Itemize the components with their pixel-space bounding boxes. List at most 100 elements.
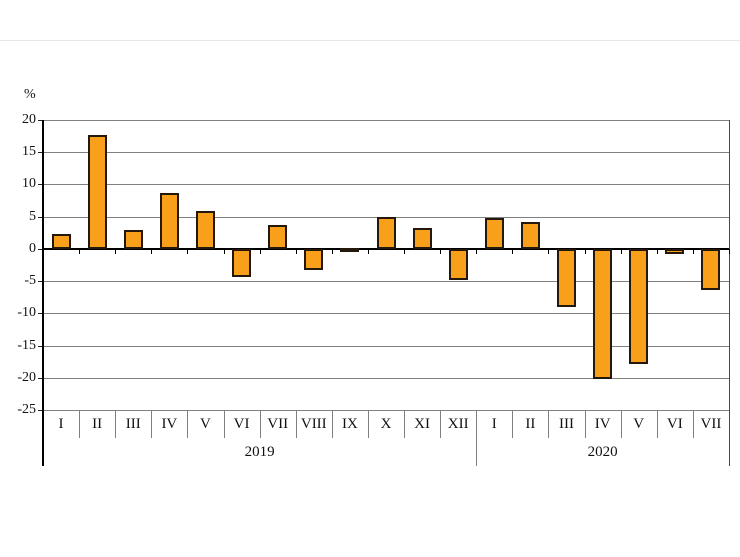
x-tick-label-2020-IV: IV [594,416,611,432]
bar-2019-I [51,234,71,249]
zero-axis-tick [476,248,478,254]
bar-2019-X [376,217,396,249]
gridline-10 [43,184,729,186]
month-divider [620,410,622,438]
bar-2020-VII [701,248,721,291]
x-tick-label-2020-VI: VI [666,416,683,432]
month-divider [151,410,153,438]
x-tick-label-2019-II: II [92,416,103,432]
bar-2019-II [87,134,107,249]
x-tick-label-2019-X: X [380,416,392,432]
zero-axis-tick [187,248,189,254]
bar-2019-V [195,210,215,249]
y-tick-15 [38,152,43,154]
gridline-20 [43,120,729,121]
zero-line [43,247,729,250]
y-tick-label--5: -5 [24,273,36,289]
y-tick-label--15: -15 [17,337,36,353]
x-tick-label-2019-XII: XII [447,416,469,432]
month-divider [548,410,550,438]
gridline--20 [43,377,729,379]
x-tick-label-2019-IV: IV [161,416,178,432]
chart-top-border [0,40,740,41]
zero-axis-tick [79,248,81,254]
y-tick--25 [38,410,43,411]
month-divider [584,410,586,438]
y-tick-10 [38,184,43,186]
zero-axis-tick [295,248,297,254]
bar-2019-VIII [304,248,324,271]
gridline-15 [43,152,729,154]
y-axis-line [42,120,44,466]
y-tick-label-15: 15 [22,144,36,160]
zero-axis-tick [367,248,369,254]
bar-2019-VI [232,248,252,277]
month-divider [367,410,369,438]
month-divider [79,410,81,438]
y-tick--20 [38,377,43,379]
gridline-5 [43,216,729,218]
x-tick-label-2020-V: V [633,416,645,432]
bar-2020-V [629,248,649,364]
y-tick-label-5: 5 [29,208,36,224]
bar-2019-IX [340,248,360,253]
gridline--25 [43,410,729,411]
zero-axis-tick [115,248,117,254]
x-tick-label-2020-III: III [559,416,575,432]
y-tick-label--10: -10 [17,305,36,321]
zero-axis-tick [259,248,261,254]
month-divider [512,410,514,438]
plot-right-border [729,120,730,466]
y-axis-unit-label: % [24,87,36,102]
month-divider [440,410,442,438]
zero-axis-tick [151,248,153,254]
zero-axis-tick [692,248,694,254]
x-tick-label-2020-VII: VII [700,416,722,432]
zero-axis-tick [620,248,622,254]
y-tick--10 [38,313,43,315]
month-divider [404,410,406,438]
bar-2020-III [557,248,577,307]
month-divider [692,410,694,438]
x-tick-label-2020-I: I [491,416,497,432]
bar-2020-VI [665,248,685,255]
x-tick-label-2019-VI: VI [233,416,250,432]
x-tick-label-2019-III: III [125,416,141,432]
x-tick-label-2019-IX: IX [341,416,358,432]
zero-axis-tick [331,248,333,254]
y-tick-0 [38,248,43,250]
y-tick-label-20: 20 [22,112,36,127]
zero-axis-tick [512,248,514,254]
y-tick-label--20: -20 [17,369,36,385]
bar-2019-VII [268,225,288,249]
y-tick-20 [38,120,43,121]
zero-axis-tick [584,248,586,254]
x-tick-label-2019-I: I [58,416,64,432]
month-divider [295,410,297,438]
x-tick-label-2019-VII: VII [267,416,289,432]
zero-axis-tick [548,248,550,254]
month-divider [259,410,261,438]
gridline--5 [43,281,729,283]
gridline--15 [43,345,729,347]
bar-2020-I [484,217,504,249]
y-tick-label-10: 10 [22,176,36,192]
zero-axis-tick [440,248,442,254]
bar-2019-XI [412,228,432,249]
zero-axis-tick [656,248,658,254]
year-label-2020: 2020 [587,444,618,460]
zero-axis-tick [729,248,730,254]
bar-2019-IV [159,192,179,249]
y-tick-5 [38,216,43,218]
month-divider [115,410,117,438]
year-divider [476,410,478,466]
bar-2019-XII [448,248,468,280]
bar-2020-II [520,222,540,249]
month-divider [656,410,658,438]
zero-axis-tick [404,248,406,254]
bar-2019-III [123,230,143,249]
x-tick-label-2019-V: V [200,416,211,432]
x-tick-label-2020-II: II [525,416,536,432]
month-divider [187,410,189,438]
month-divider [223,410,225,438]
